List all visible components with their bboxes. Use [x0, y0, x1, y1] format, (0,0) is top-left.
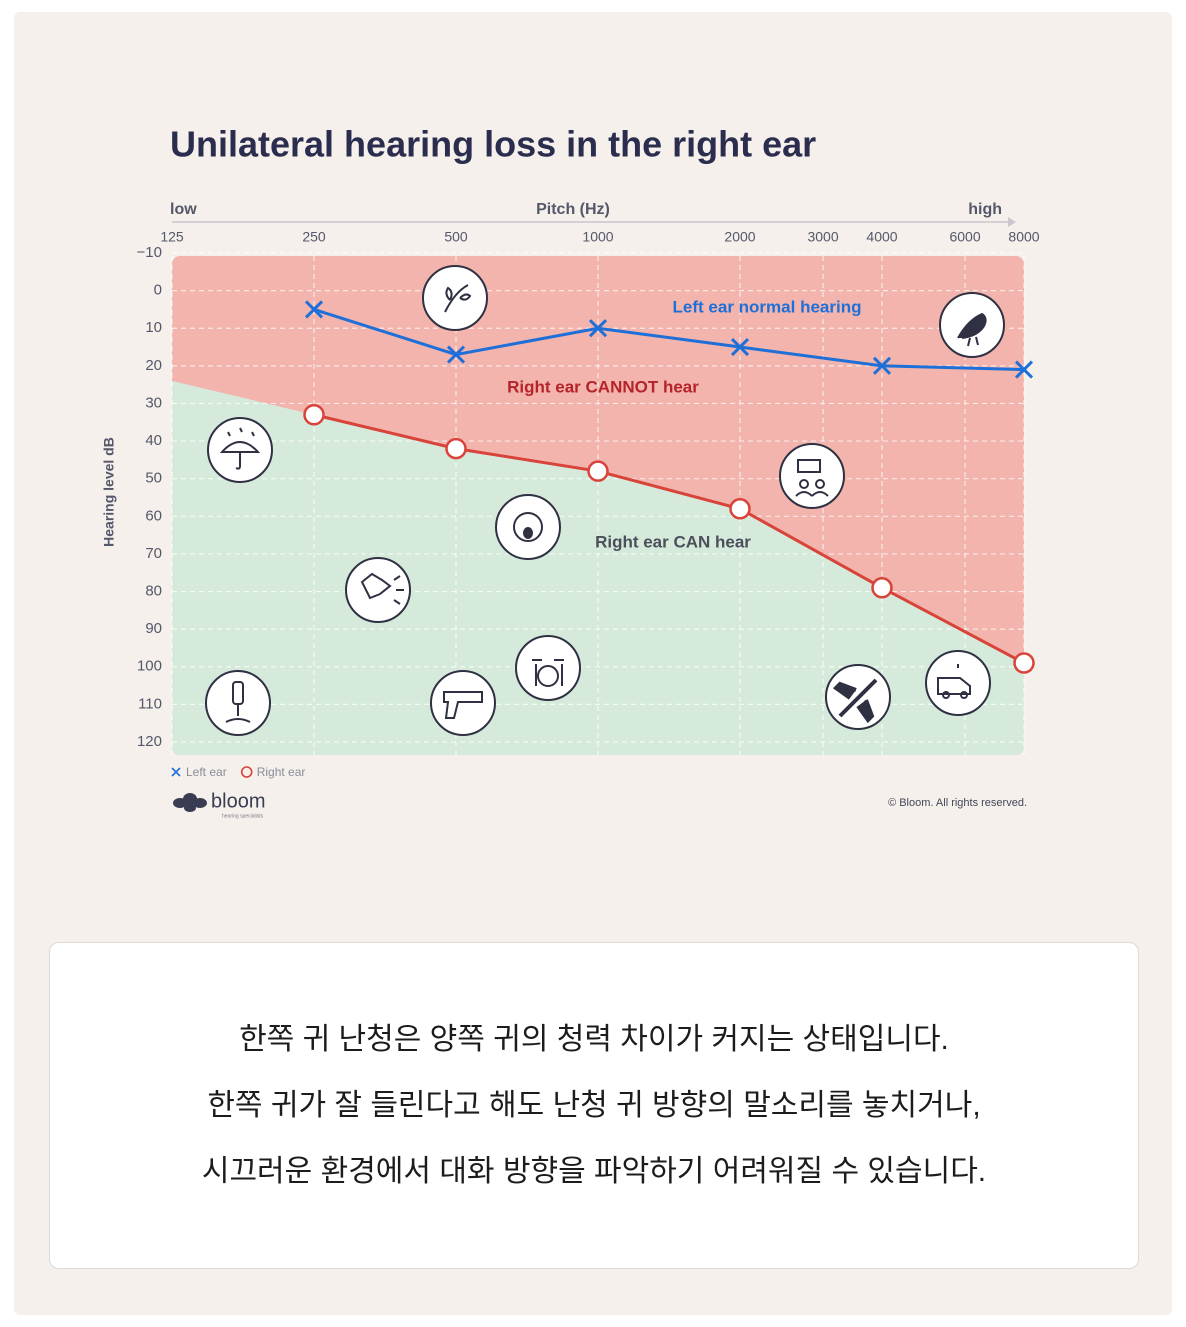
annotation: Right ear CAN hear	[595, 532, 751, 551]
y-tick-label: 90	[145, 620, 162, 637]
sound-icons	[205, 265, 1005, 736]
marker-circle	[871, 577, 893, 599]
marker-circle	[303, 403, 325, 426]
icon-plane	[825, 664, 891, 730]
x-axis-label: Pitch (Hz)	[536, 201, 610, 218]
x-tick-label: 4000	[866, 229, 897, 245]
caption-card: 한쪽 귀 난청은 양쪽 귀의 청력 차이가 커지는 상태입니다. 한쪽 귀가 잘…	[49, 942, 1139, 1269]
caption-line: 한쪽 귀가 잘 들린다고 해도 난청 귀 방향의 말소리를 놓치거나,	[207, 1088, 981, 1122]
legend-label: Right ear	[257, 765, 306, 779]
y-tick-label: −10	[137, 244, 162, 261]
caption-line: 시끄러운 환경에서 대화 방향을 파악하기 어려워질 수 있습니다.	[201, 1154, 987, 1188]
brand-logo	[173, 793, 207, 812]
series-line	[313, 413, 1025, 665]
marker-x	[730, 337, 750, 357]
y-tick-label: 120	[137, 733, 162, 750]
icon-baby	[495, 494, 561, 560]
icon-gun	[430, 670, 496, 736]
y-tick-label: 10	[145, 319, 162, 336]
x-tick-label: 250	[302, 229, 326, 245]
icon-drums	[515, 635, 581, 701]
marker-x	[588, 319, 608, 338]
legend-label: Left ear	[186, 765, 227, 779]
legend-marker	[240, 766, 253, 778]
y-axis-label: Hearing level dB	[101, 437, 117, 547]
chart: Unilateral hearing loss in the right ear…	[101, 124, 1040, 820]
caption-line: 한쪽 귀 난청은 양쪽 귀의 청력 차이가 커지는 상태입니다.	[239, 1022, 949, 1056]
marker-x	[872, 356, 892, 375]
x-tick-label: 2000	[724, 229, 755, 245]
y-tick-label: 50	[145, 470, 162, 487]
axis-arrow-head	[1008, 217, 1016, 227]
marker-circle	[587, 460, 609, 482]
icon-conversation	[779, 443, 845, 509]
icon-ambulance	[925, 650, 991, 716]
marker-circle	[729, 498, 751, 520]
y-tick-label: 100	[137, 658, 162, 675]
brand-name: bloom	[211, 790, 265, 812]
x-tick-label: 500	[444, 229, 468, 245]
annotation: Left ear normal hearing	[673, 297, 862, 316]
series	[303, 300, 1035, 674]
y-tick-label: 80	[145, 583, 162, 600]
marker-circle	[1013, 652, 1035, 674]
annotation: Right ear CANNOT hear	[507, 377, 699, 396]
copyright: © Bloom. All rights reserved.	[888, 797, 1027, 809]
x-axis-low: low	[170, 201, 197, 218]
icon-rain	[207, 417, 273, 483]
x-tick-label: 125	[160, 229, 184, 245]
plot-area	[172, 256, 1024, 755]
y-tick-label: 70	[145, 545, 162, 562]
x-tick-label: 1000	[582, 229, 613, 245]
y-tick-label: 40	[145, 432, 162, 449]
y-tick-label: 20	[145, 357, 162, 374]
marker-x	[446, 345, 466, 364]
x-tick-label: 3000	[807, 229, 838, 245]
series-line	[313, 307, 1025, 372]
can-hear-region	[172, 380, 1024, 755]
x-axis-high: high	[968, 201, 1002, 218]
icon-drill	[205, 670, 271, 736]
marker-x	[1014, 360, 1034, 379]
icon-leaves	[422, 265, 488, 331]
y-tick-label: 60	[145, 507, 162, 524]
marker-x	[304, 300, 324, 319]
x-tick-label: 8000	[1008, 229, 1039, 245]
y-tick-label: 0	[154, 282, 162, 299]
marker-circle	[445, 437, 467, 460]
icon-bird	[939, 292, 1005, 358]
icon-dog	[345, 557, 411, 623]
brand-tagline: hearing specialists	[222, 813, 264, 819]
x-tick-label: 6000	[949, 229, 980, 245]
y-tick-label: 110	[138, 695, 162, 712]
legend-marker	[171, 767, 181, 777]
y-tick-label: 30	[145, 394, 162, 411]
chart-title: Unilateral hearing loss in the right ear	[170, 124, 816, 165]
